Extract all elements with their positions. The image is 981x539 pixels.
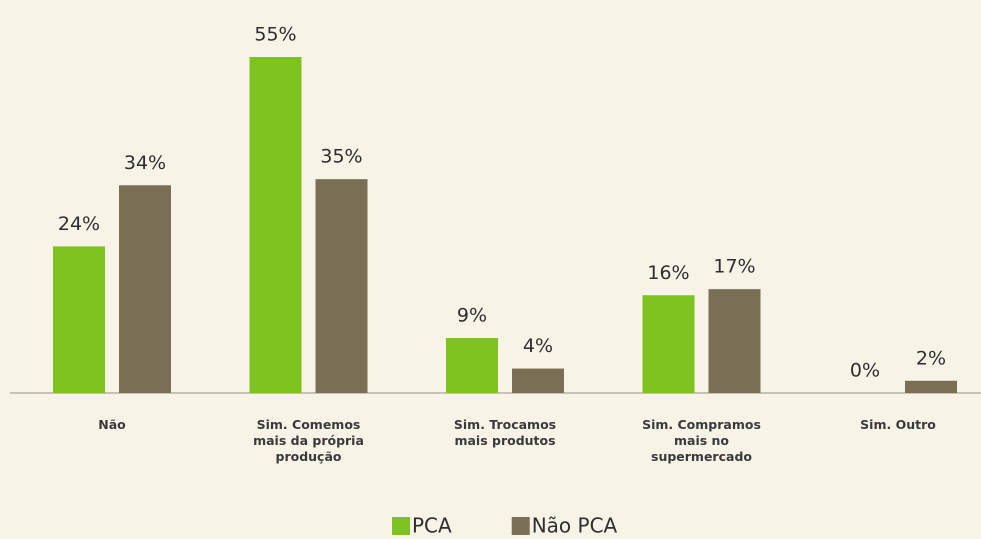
x-tick-label: Sim. Compramos mais no supermercado	[642, 417, 761, 464]
value-label: 4%	[523, 335, 553, 357]
legend-swatch	[392, 517, 410, 535]
bar	[119, 185, 171, 393]
bar	[53, 246, 105, 393]
bar	[249, 57, 302, 393]
legend-label: Não PCA	[532, 514, 618, 538]
bar	[905, 380, 957, 393]
legend-label: PCA	[412, 514, 452, 538]
x-tick-label: Não	[98, 417, 126, 432]
value-label: 0%	[850, 360, 880, 382]
value-label: 24%	[58, 213, 100, 235]
x-tick-label: Sim. Trocamos mais produtos	[453, 417, 557, 448]
value-label: 2%	[916, 347, 946, 369]
bar	[512, 368, 564, 393]
x-tick-label: Sim. Outro	[860, 417, 936, 432]
value-label: 35%	[320, 146, 362, 168]
x-tick-label: Sim. Comemos mais da própria produção	[253, 417, 364, 464]
bar	[446, 338, 498, 393]
value-label: 55%	[254, 24, 296, 46]
value-label: 16%	[647, 262, 689, 284]
legend-swatch	[511, 517, 530, 535]
bar	[315, 179, 368, 393]
value-label: 17%	[713, 256, 755, 278]
value-label: 9%	[457, 305, 487, 327]
bar	[708, 289, 761, 393]
bar	[642, 295, 695, 393]
value-label: 34%	[124, 152, 166, 174]
